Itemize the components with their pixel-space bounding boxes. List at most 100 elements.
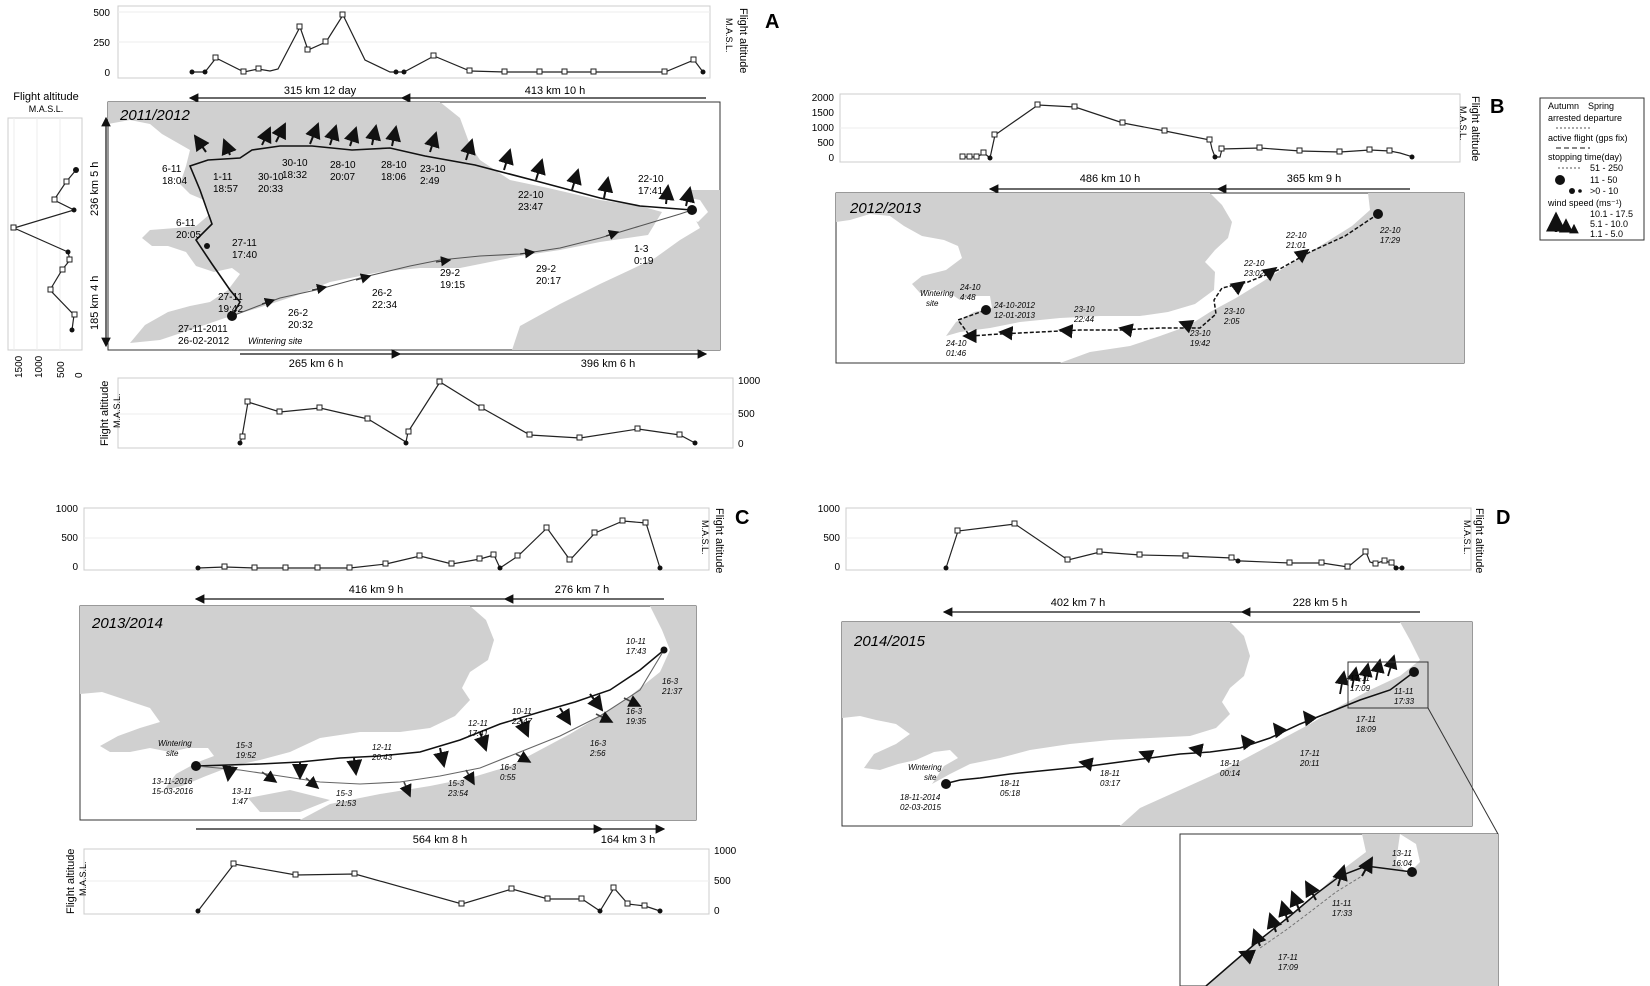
tick-label: 500 [61, 533, 78, 544]
distance-label: 265 km 6 h [289, 358, 343, 370]
legend-item: stopping time(day) [1548, 152, 1622, 162]
tick-label: 1000 [714, 846, 737, 857]
track-label: 17-11 [1278, 953, 1298, 962]
track-label: 4:48 [960, 293, 976, 302]
track-label: 17-11 [1350, 674, 1370, 683]
track-label: 22:34 [372, 300, 397, 311]
panel-letter: D [1496, 507, 1510, 529]
track-label: 22-10 [1379, 226, 1401, 235]
distance-label: 396 km 6 h [581, 358, 635, 370]
track-label: 29-2 [440, 268, 460, 279]
tick-label: 500 [93, 8, 110, 19]
legend-header-spring: Spring [1588, 101, 1614, 111]
distance-label: 416 km 9 h [349, 584, 403, 596]
track-label: 6-11 [176, 218, 196, 229]
season-title: 2014/2015 [853, 633, 926, 650]
track-label: 13-11 [232, 787, 252, 796]
tick-label: 0 [714, 906, 720, 917]
wintering-label: Wintering [908, 763, 942, 772]
track-label: 16-3 [662, 677, 679, 686]
axis-unit: M.A.S.L. [700, 520, 710, 555]
track-label: 12-01-2013 [994, 311, 1035, 320]
track-label: 17-11 [1300, 749, 1320, 758]
track-label: 16-3 [590, 739, 607, 748]
track-label: 24-10 [945, 339, 967, 348]
track-label: 15-3 [236, 741, 253, 750]
track-label: 20:05 [176, 230, 201, 241]
track-label: 02-03-2015 [900, 803, 941, 812]
track-label: 22-10 [638, 174, 664, 185]
season-title: 2013/2014 [91, 615, 163, 632]
track-label: 19:42 [218, 304, 243, 315]
map-a: 2011/2012 6-11 [107, 101, 721, 351]
track-label: 24-10 [959, 283, 981, 292]
tick-label: 1000 [738, 376, 761, 387]
panel-letter: C [735, 507, 749, 529]
track-label: 2:56 [589, 749, 606, 758]
track-label: 27-11-2011 [178, 324, 228, 335]
legend-header-autumn: Autumn [1548, 101, 1579, 111]
track-label: 26-02-2012 [178, 336, 230, 347]
track-label: 2:49 [420, 176, 440, 187]
distance-label: 164 km 3 h [601, 834, 655, 846]
track-label: 13-11 [1392, 849, 1412, 858]
axis-unit: M.A.S.L. [724, 18, 734, 53]
panel-letter: B [1490, 96, 1504, 118]
altitude-chart-bottom: 1000 500 0 Flight altitude M.A.S.L. [65, 846, 737, 917]
map-c: 2013/2014 10-11 17:43 16-3 21:37 [79, 605, 697, 821]
track-label: 21:01 [1285, 241, 1306, 250]
track-label: 26-2 [288, 308, 308, 319]
axis-unit: M.A.S.L. [112, 393, 122, 428]
distance-label: 236 km 5 h [89, 162, 101, 216]
track-label: 19:35 [626, 717, 647, 726]
track-label: 28-10 [330, 160, 356, 171]
legend-item: 5.1 - 10.0 [1590, 219, 1628, 229]
tick-label: 2000 [812, 93, 835, 104]
track-label: 11-11 [1332, 899, 1351, 908]
track-label: 16:04 [1392, 859, 1413, 868]
distance-label: 402 km 7 h [1051, 597, 1105, 609]
axis-unit: M.A.S.L. [1458, 106, 1468, 141]
track-label: 17:09 [1350, 684, 1371, 693]
map-d-inset: 13-11 16:04 11-11 17:33 17-11 17:09 [1179, 833, 1499, 986]
track-label: 23:02 [1243, 269, 1265, 278]
tick-label: 500 [817, 138, 834, 149]
track-label: 19:15 [440, 280, 465, 291]
track-label: 10-11 [626, 637, 646, 646]
wintering-label: Wintering [158, 739, 192, 748]
track-label: 19:52 [236, 751, 257, 760]
track-label: 18:32 [282, 170, 307, 181]
panel-d: D 1000 500 0 Flight altitude M.A.S.L. 40… [818, 504, 1510, 986]
season-title: 2011/2012 [119, 107, 190, 124]
track-label: 1-11 [213, 172, 233, 183]
track-label: 18:04 [162, 176, 187, 187]
track-label: 22-10 [1285, 231, 1307, 240]
tick-label: 1500 [812, 108, 835, 119]
altitude-chart-side: Flight altitude M.A.S.L. 1500 1000 500 0 [7, 91, 85, 378]
tick-label: 1000 [812, 123, 835, 134]
legend-item: arrested departure [1548, 113, 1622, 123]
wintering-label: Wintering [920, 289, 954, 298]
panel-letter: A [765, 11, 779, 33]
altitude-chart-top: 500 250 0 Flight altitude M.A.S.L. [93, 5, 749, 79]
axis-title: Flight altitude [65, 849, 77, 914]
track-label: 01:46 [946, 349, 967, 358]
track-label: 27-11 [232, 238, 257, 249]
track-label: 15-3 [448, 779, 465, 788]
season-title: 2012/2013 [849, 200, 922, 217]
tick-label: 500 [714, 876, 731, 887]
track-label: 30-10 [258, 172, 284, 183]
axis-title: Flight altitude [737, 8, 749, 73]
track-label: 17:29 [1380, 236, 1401, 245]
distance-label: 185 km 4 h [89, 276, 101, 330]
axis-title: Flight altitude [713, 508, 725, 573]
track-label: 22:44 [1073, 315, 1095, 324]
distance-label: 228 km 5 h [1293, 597, 1347, 609]
track-label: 12-11 [372, 743, 392, 752]
axis-title: Flight altitude [1469, 96, 1481, 161]
distance-label: 486 km 10 h [1080, 173, 1141, 185]
tick-label: 500 [823, 533, 840, 544]
track-label: 24-10-2012 [993, 301, 1035, 310]
legend-item: 10.1 - 17.5 [1590, 209, 1633, 219]
track-label: 23:47 [518, 202, 543, 213]
